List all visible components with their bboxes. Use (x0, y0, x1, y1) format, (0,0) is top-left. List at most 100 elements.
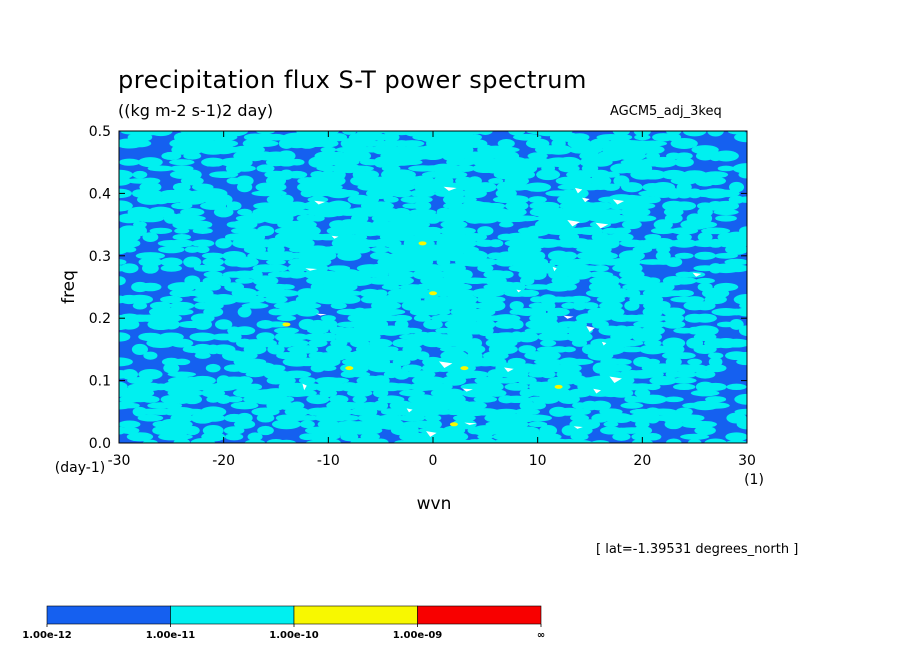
field-cell (337, 295, 361, 304)
field-cell (373, 140, 388, 147)
field-cell (570, 414, 590, 422)
field-cell (415, 283, 430, 291)
field-cell (316, 356, 341, 367)
field-cell (671, 238, 698, 248)
field-cell (452, 158, 477, 166)
field-cell (345, 165, 374, 172)
field-cell (205, 363, 221, 373)
field-cell (732, 163, 747, 174)
field-cell (398, 414, 426, 422)
field-cell (243, 245, 267, 254)
field-gap (593, 388, 602, 394)
field-cell (265, 190, 287, 197)
field-cell (177, 194, 207, 205)
field-cell (523, 284, 552, 290)
field-cell (651, 282, 675, 292)
field-cell (372, 145, 390, 155)
field-cell (119, 420, 141, 429)
field-cell (460, 370, 489, 379)
field-cell (298, 377, 316, 385)
field-cell (519, 276, 535, 286)
field-cell (687, 438, 702, 443)
field-cell (558, 394, 580, 405)
field-cell (723, 264, 747, 273)
field-cell (169, 239, 195, 248)
field-cell (509, 319, 524, 330)
field-cell (381, 283, 401, 291)
field-cell (650, 227, 676, 235)
field-cell (707, 352, 724, 359)
field-cell (216, 394, 231, 405)
field-cell (340, 432, 359, 442)
field-cell (160, 264, 182, 272)
field-cell (701, 227, 731, 235)
field-cell (713, 209, 739, 216)
field-cell (670, 227, 699, 235)
field-cell (620, 340, 644, 347)
field-gap (567, 220, 581, 227)
field-cell (504, 200, 529, 211)
field-cell (697, 232, 713, 243)
field-cell (645, 383, 661, 391)
field-cell (160, 295, 183, 304)
field-cell (685, 296, 705, 303)
field-cell (311, 215, 325, 222)
field-cell (119, 213, 142, 224)
field-cell (624, 300, 640, 311)
field-cell (404, 350, 420, 361)
field-cell (256, 164, 275, 173)
field-cell (231, 351, 258, 361)
field-cell (684, 414, 705, 422)
field-cell (634, 208, 651, 217)
y-tick-label: 0.3 (89, 249, 111, 265)
field-cell (325, 344, 352, 355)
hotspot-point (429, 291, 437, 296)
field-cell (736, 419, 747, 430)
field-gap (305, 268, 318, 271)
field-cell (738, 196, 747, 203)
field-cell (523, 414, 553, 422)
field-cell (169, 159, 195, 166)
y-axis-unit: (day-1) (55, 460, 105, 476)
field-cell (644, 196, 661, 204)
field-cell (300, 239, 315, 248)
field-gap (582, 197, 590, 203)
field-cell (182, 394, 203, 405)
field-cell (209, 133, 238, 142)
field-cell (602, 171, 620, 178)
color-scale-box (293, 605, 418, 625)
field-cell (443, 202, 465, 210)
field-cell (190, 438, 216, 443)
field-cell (725, 244, 747, 255)
chart-title: precipitation flux S-T power spectrum (118, 66, 587, 94)
field-cell (119, 176, 132, 186)
field-cell (284, 407, 310, 417)
x-tick-label: 10 (529, 453, 547, 469)
field-cell (391, 314, 413, 322)
field-cell (486, 296, 506, 303)
field-cell (633, 356, 652, 368)
field-cell (725, 440, 747, 443)
field-cell (299, 420, 315, 429)
field-cell (581, 302, 599, 310)
field-cell (661, 169, 687, 180)
field-cell (495, 339, 518, 348)
field-cell (174, 227, 190, 234)
field-cell (476, 325, 494, 337)
field-cell (119, 402, 140, 409)
field-cell (337, 250, 362, 261)
field-cell (132, 225, 147, 237)
field-cell (477, 226, 494, 236)
field-cell (506, 208, 527, 217)
field-cell (705, 396, 727, 403)
field-cell (735, 307, 747, 317)
field-cell (670, 137, 698, 149)
field-cell (330, 133, 348, 142)
field-cell (621, 182, 643, 193)
field-gap (504, 367, 514, 373)
field-cell (215, 319, 233, 330)
field-cell (570, 433, 589, 441)
run-label: AGCM5_adj_3keq (610, 104, 722, 119)
field-cell (729, 319, 744, 330)
